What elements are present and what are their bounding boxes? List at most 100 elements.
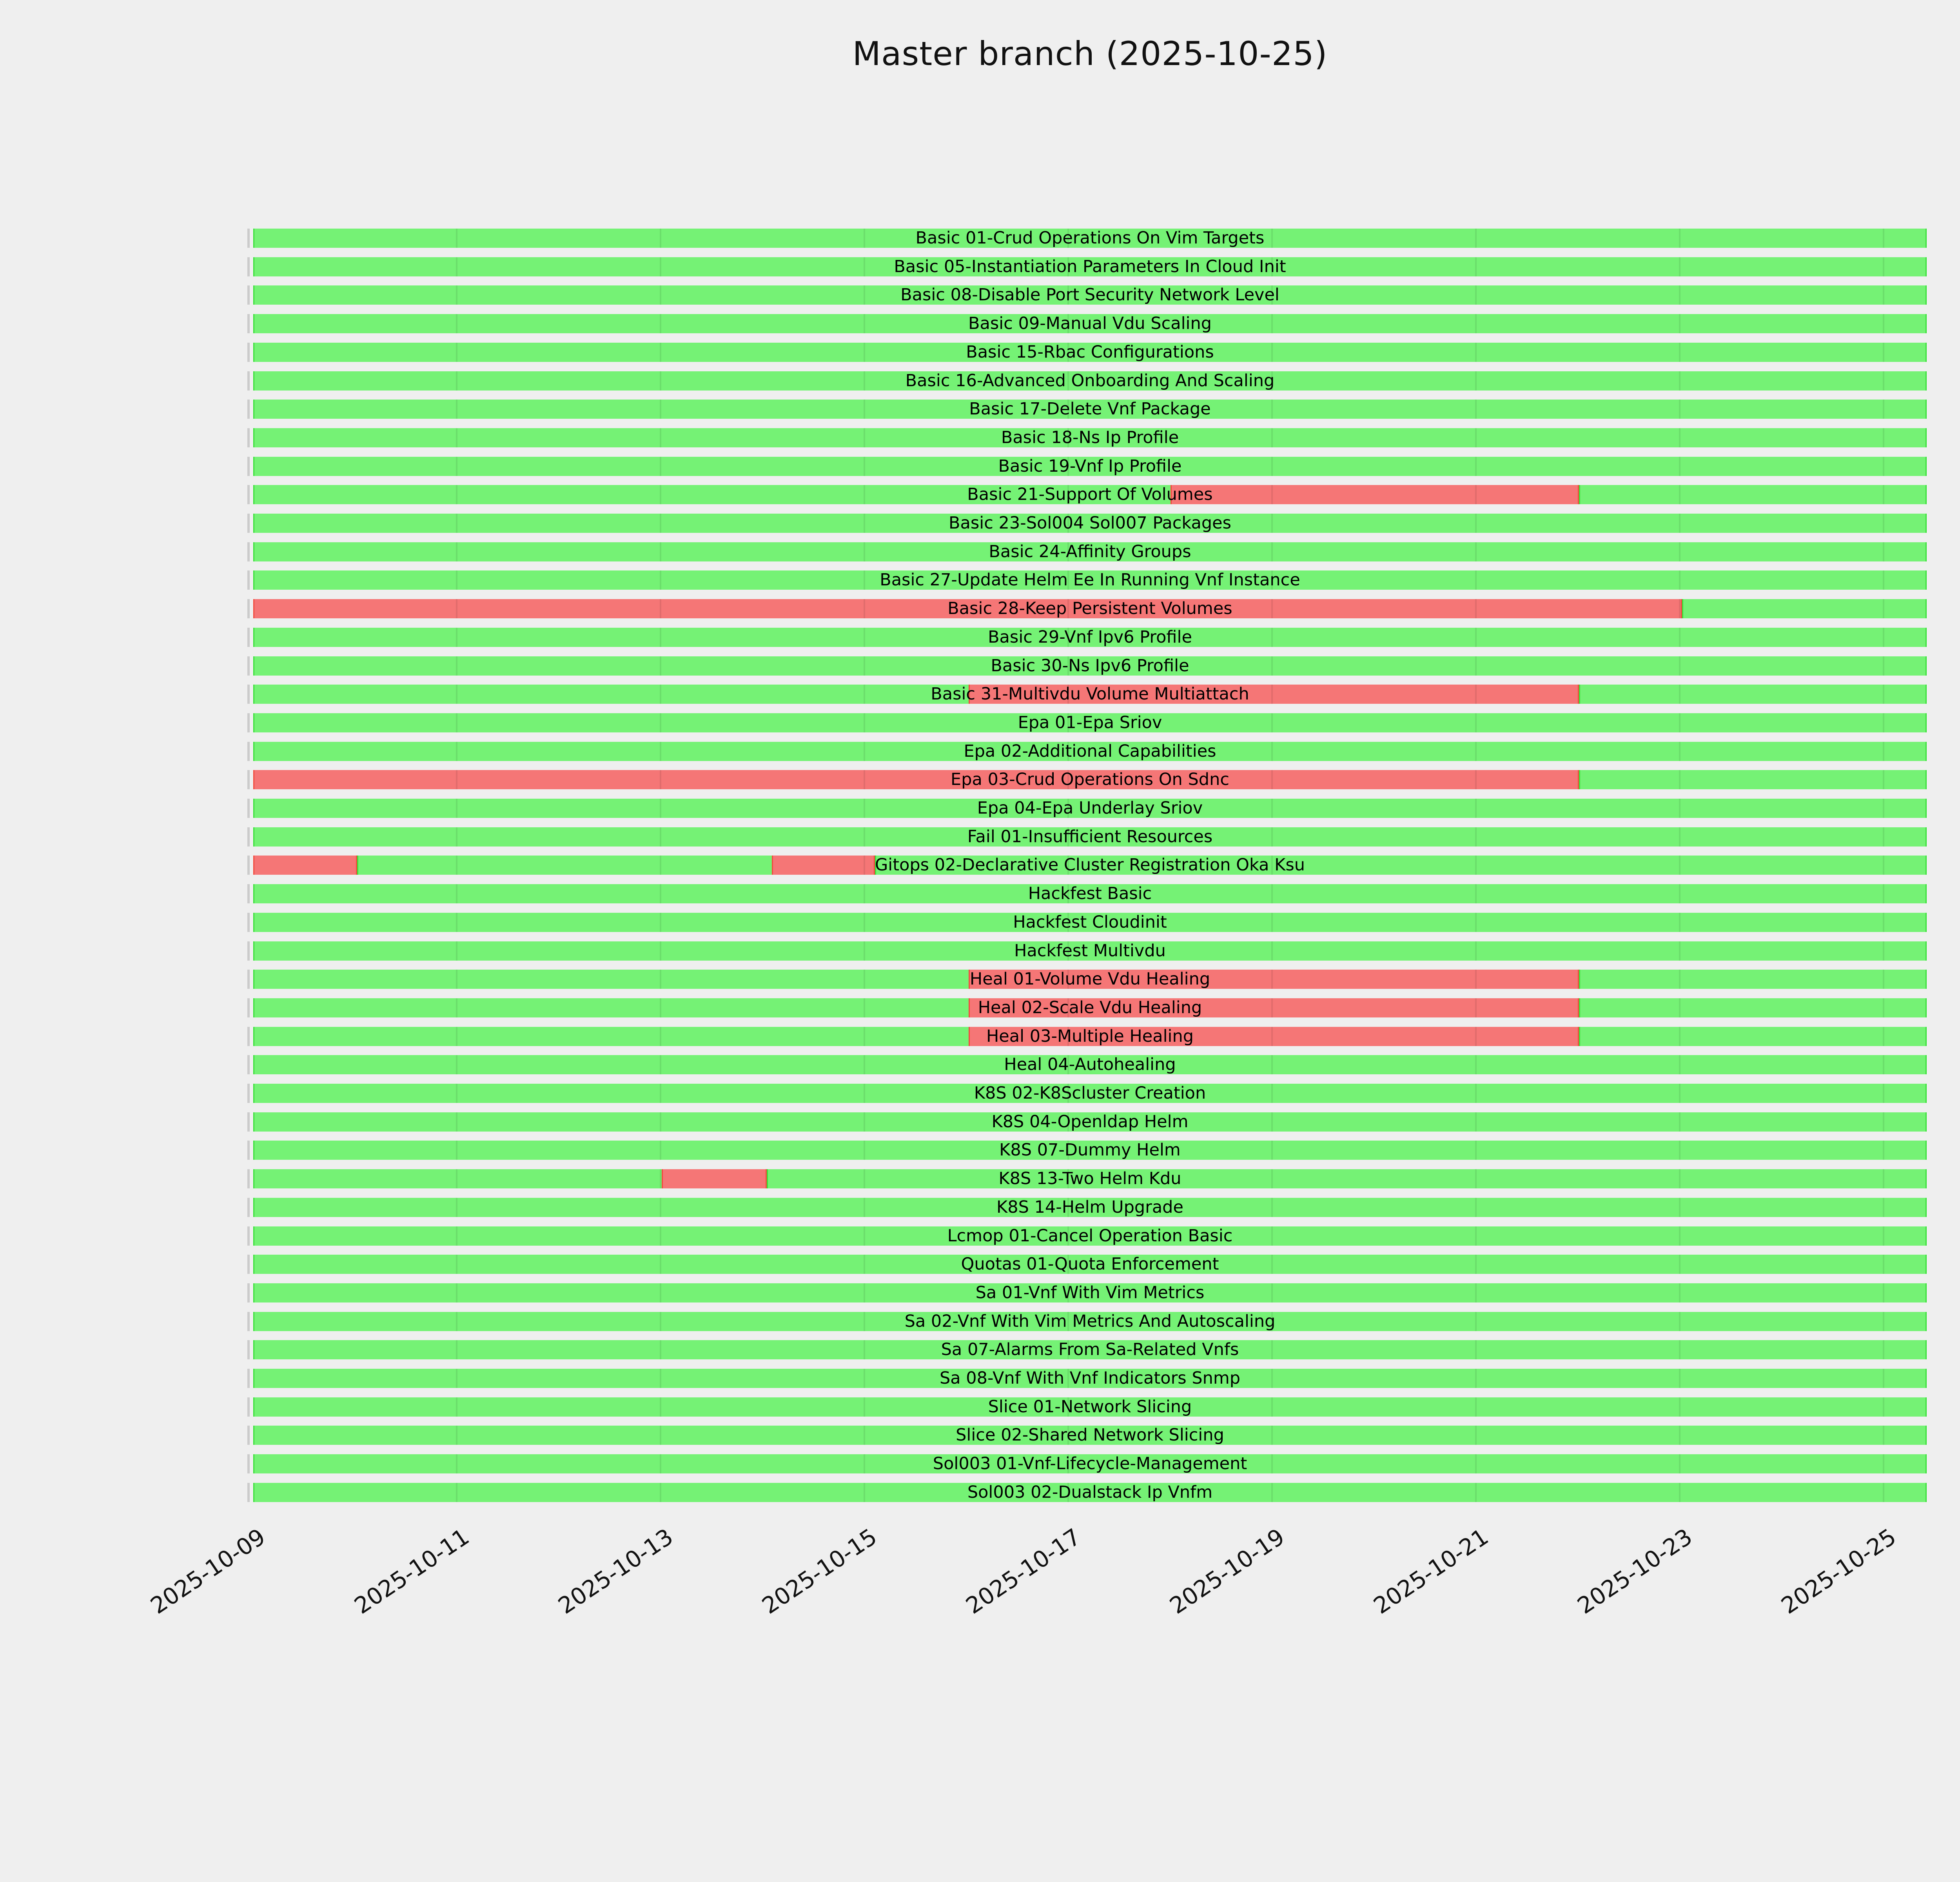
gridline <box>456 941 457 961</box>
gridline <box>1679 998 1681 1017</box>
gridline <box>1679 229 1681 248</box>
gridline <box>1679 456 1681 476</box>
gridline <box>1067 514 1069 533</box>
gridline <box>1679 1226 1681 1246</box>
test-label: Heal 04-Autohealing <box>1004 1055 1176 1075</box>
gridline <box>456 770 457 790</box>
bar-segment-pass <box>253 456 1927 476</box>
gridline <box>864 1340 865 1360</box>
bar-segment-pass <box>253 1197 1927 1217</box>
y-axis-tick-stub <box>247 342 250 362</box>
gridline <box>1067 342 1069 362</box>
bar-segment-fail <box>662 1169 767 1189</box>
gridline <box>660 229 661 248</box>
gridline <box>1271 1169 1273 1189</box>
gridline <box>1067 713 1069 732</box>
y-axis-tick-stub <box>247 1283 250 1303</box>
bar-segment-pass <box>253 827 1927 847</box>
gridline <box>456 514 457 533</box>
gridline <box>660 741 661 761</box>
test-row: Basic 05-Instantiation Parameters In Clo… <box>0 257 1960 276</box>
bar-segment-pass <box>253 1226 1927 1246</box>
test-row: Slice 01-Network Slicing <box>0 1397 1960 1417</box>
gridline <box>456 456 457 476</box>
gridline <box>864 570 865 590</box>
gridline <box>1679 400 1681 419</box>
gridline <box>660 799 661 818</box>
gridline <box>1271 1226 1273 1246</box>
test-label: Slice 02-Shared Network Slicing <box>956 1425 1224 1445</box>
gridline <box>864 257 865 276</box>
test-label: Epa 03-Crud Operations On Sdnc <box>951 770 1229 790</box>
bar-segment-pass <box>253 570 1927 590</box>
gridline <box>1271 1397 1273 1417</box>
y-axis-tick-stub <box>247 371 250 391</box>
bar-segment-pass <box>875 856 1927 875</box>
gridline <box>1475 998 1477 1017</box>
bar-segment-pass <box>357 856 772 875</box>
gridline <box>1475 713 1477 732</box>
gridline <box>1883 314 1884 334</box>
y-axis-tick-stub <box>247 1454 250 1474</box>
gridline <box>1883 1312 1884 1331</box>
gridline <box>1475 314 1477 334</box>
gridline <box>660 1426 661 1445</box>
test-row: Basic 15-Rbac Configurations <box>0 342 1960 362</box>
gridline <box>1475 1283 1477 1303</box>
gridline <box>1067 1312 1069 1331</box>
gridline <box>660 970 661 989</box>
bar-segment-pass <box>253 514 1927 533</box>
gridline <box>1475 1255 1477 1274</box>
gridline <box>1271 1454 1273 1474</box>
gridline <box>1475 1482 1477 1502</box>
y-axis-tick-stub <box>247 1112 250 1132</box>
gridline <box>1067 542 1069 561</box>
gridline <box>1271 428 1273 447</box>
test-row: Heal 01-Volume Vdu Healing <box>0 970 1960 989</box>
y-axis-tick-stub <box>247 1084 250 1103</box>
gridline <box>1475 485 1477 505</box>
gridline <box>1679 1482 1681 1502</box>
bar-segment-pass <box>253 627 1927 647</box>
test-label: K8S 13-Two Helm Kdu <box>998 1169 1181 1189</box>
gridline <box>1679 257 1681 276</box>
gridline <box>864 912 865 932</box>
bar-segment-pass <box>253 1397 1927 1417</box>
gridline <box>456 912 457 932</box>
gridline <box>1679 1055 1681 1075</box>
test-label: Hackfest Multivdu <box>1014 941 1166 961</box>
y-axis-tick-stub <box>247 514 250 533</box>
gridline <box>1271 1340 1273 1360</box>
gridline <box>1271 998 1273 1017</box>
gridline <box>1475 770 1477 790</box>
bar-segment-pass <box>253 542 1927 561</box>
gridline <box>864 542 865 561</box>
bar-segment-pass <box>253 428 1927 447</box>
test-row: Heal 02-Scale Vdu Healing <box>0 998 1960 1017</box>
y-axis-tick-stub <box>247 1426 250 1445</box>
gridline <box>1475 456 1477 476</box>
gridline <box>1679 1283 1681 1303</box>
gridline <box>1679 627 1681 647</box>
y-axis-tick-stub <box>247 599 250 619</box>
test-row: Basic 27-Update Helm Ee In Running Vnf I… <box>0 570 1960 590</box>
gridline <box>1679 656 1681 676</box>
bar-segment-pass <box>253 884 1927 904</box>
gridline <box>1475 1340 1477 1360</box>
test-row: K8S 07-Dummy Helm <box>0 1141 1960 1160</box>
gridline <box>456 713 457 732</box>
bar-segment-fail <box>772 856 875 875</box>
y-axis-tick-stub <box>247 1026 250 1046</box>
bar-segment-pass <box>1579 485 1927 505</box>
gridline <box>456 884 457 904</box>
gridline <box>456 1454 457 1474</box>
gridline <box>1679 342 1681 362</box>
gridline <box>456 314 457 334</box>
bar-segment-fail <box>968 685 1579 704</box>
gridline <box>1067 627 1069 647</box>
test-row: Basic 16-Advanced Onboarding And Scaling <box>0 371 1960 391</box>
gridline <box>1067 741 1069 761</box>
y-axis-tick-stub <box>247 1312 250 1331</box>
gridline <box>864 1283 865 1303</box>
gridline <box>1271 741 1273 761</box>
